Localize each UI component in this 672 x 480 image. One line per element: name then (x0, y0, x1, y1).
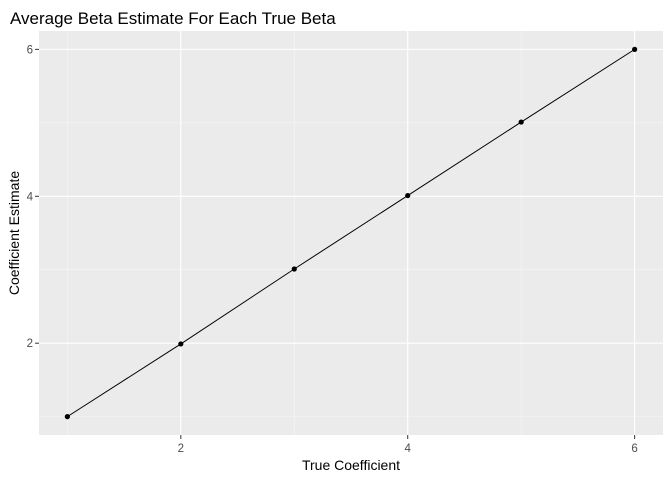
y-axis: 2 4 6 (27, 44, 39, 350)
data-point (632, 46, 638, 52)
series-line (67, 48, 635, 418)
y-tick-label: 4 (27, 191, 34, 203)
data-point (291, 266, 297, 272)
data-point (518, 119, 524, 125)
series-points (64, 46, 638, 420)
x-axis-title: True Coefficient (302, 457, 400, 473)
y-tick-label: 2 (27, 338, 33, 350)
series-lines (67, 48, 635, 418)
y-tick-label: 6 (27, 44, 33, 56)
x-axis: 2 4 6 (178, 435, 638, 455)
grid-major (39, 31, 663, 435)
x-tick-label: 4 (405, 443, 412, 455)
y-axis-title: Coefficient Estimate (6, 171, 22, 295)
grid-minor (39, 31, 663, 435)
data-point (64, 414, 70, 420)
data-point (405, 192, 411, 199)
x-tick-label: 2 (178, 443, 184, 455)
data-point (178, 341, 184, 347)
x-tick-label: 6 (631, 443, 637, 455)
chart-title: Average Beta Estimate For Each True Beta (10, 9, 336, 28)
